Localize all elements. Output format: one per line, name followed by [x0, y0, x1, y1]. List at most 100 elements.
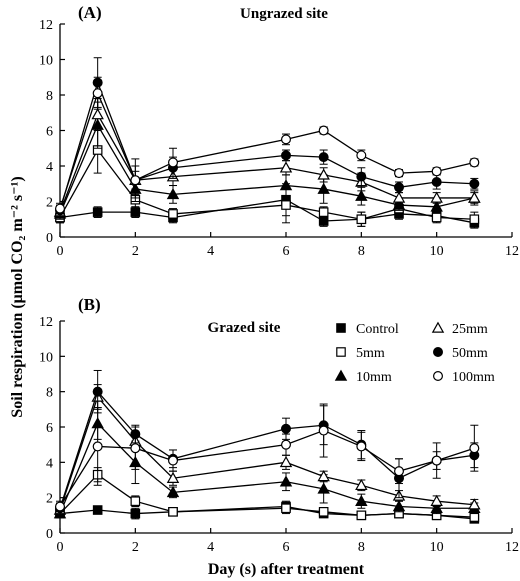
panel-b-point-Control — [92, 505, 103, 515]
panel-a-point-25mm — [392, 191, 406, 203]
panel-b-point-5mm — [130, 496, 141, 506]
panel-a-point-10mm — [392, 198, 406, 210]
panel-b-series-line-10mm — [59, 422, 475, 514]
panel-a-point-5mm — [281, 200, 291, 210]
x-axis-title: Day (s) after treatment — [208, 561, 365, 578]
panel-b-point-50mm — [92, 386, 103, 397]
panel-a-x-tick-label: 0 — [57, 244, 64, 259]
panel-b-point-25mm — [279, 455, 293, 468]
panel-a-point-5mm — [469, 214, 480, 225]
panel-a-y-tick-label: 2 — [46, 196, 53, 211]
panel-a-y-tick-label: 0 — [46, 231, 53, 246]
panel-b-point-Control — [130, 508, 141, 519]
panel-b-point-100mm — [394, 466, 405, 477]
panel-b-point-100mm — [54, 501, 65, 512]
panel-b-y-tick-label: 4 — [46, 456, 53, 471]
panel-b-y-tick-label: 2 — [46, 492, 53, 507]
panel-a-point-Control — [318, 216, 329, 226]
legend-item-10mm: 10mm — [334, 369, 392, 385]
panel-b-series-line-5mm — [59, 473, 475, 518]
panel-a-point-5mm — [431, 212, 442, 223]
legend-marker-50mm — [433, 347, 444, 358]
panel-b-point-100mm — [431, 455, 442, 466]
legend-item-25mm: 25mm — [431, 321, 488, 337]
panel-b-point-50mm — [281, 423, 292, 434]
panel-b-point-10mm — [392, 500, 406, 512]
panel-a-point-25mm — [430, 191, 443, 203]
panel-a-point-5mm — [356, 214, 367, 225]
panel-b-x-tick-label: 0 — [57, 540, 64, 555]
legend-marker-25mm — [431, 321, 445, 333]
panel-a-series-50mm — [54, 57, 480, 217]
panel-b-point-5mm — [281, 503, 291, 514]
panel-a-point-100mm — [318, 125, 329, 136]
panel-a-point-50mm — [394, 182, 405, 193]
panel-b-x-tick-label: 6 — [283, 540, 290, 555]
panel-b-point-10mm — [317, 482, 330, 494]
panel-a-point-10mm — [430, 200, 443, 212]
panel-b-point-100mm — [318, 425, 329, 436]
panel-b-x-tick-label: 2 — [132, 540, 139, 555]
panel-a-series-line-50mm — [59, 80, 475, 211]
panel-a-point-100mm — [130, 175, 141, 186]
panel-b-series-Control — [55, 500, 480, 524]
panel-a-point-25mm — [91, 108, 104, 120]
panel-a-x-tick-label: 6 — [283, 244, 290, 259]
panel-b-y-tick-label: 10 — [39, 350, 53, 365]
panel-a-x-tick-label: 2 — [132, 244, 139, 259]
panel-a-point-25mm — [317, 168, 330, 180]
legend-item-Control: Control — [336, 322, 399, 337]
panel-a-letter: (A) — [78, 3, 102, 22]
panel-a-series-line-25mm — [59, 113, 475, 213]
panel-b-point-25mm — [166, 471, 180, 483]
panel-a-point-100mm — [394, 168, 405, 179]
legend-item-100mm: 100mm — [433, 370, 495, 385]
legend-label-100mm: 100mm — [452, 370, 495, 385]
panel-a-point-100mm — [54, 203, 65, 214]
panel-b-point-100mm — [469, 443, 480, 454]
legend-label-5mm: 5mm — [356, 346, 385, 361]
panel-b-series-50mm — [54, 369, 480, 515]
legend-label-Control: Control — [356, 322, 399, 337]
panel-a-plot: 0 2 4 6 8 10 12 0 2 4 6 8 10 12 — [39, 18, 519, 259]
panel-a-x-tick-label: 10 — [430, 244, 444, 259]
panel-b-point-5mm — [469, 512, 480, 522]
panel-a-series-line-Control — [59, 199, 475, 224]
panel-a-point-50mm — [469, 178, 480, 189]
panel-a-point-10mm — [317, 182, 330, 194]
panel-b-x-tick-label: 8 — [358, 540, 365, 555]
panel-b-y-tick-label: 12 — [39, 315, 53, 330]
panel-b-point-10mm — [430, 501, 443, 514]
panel-b-point-100mm — [130, 443, 141, 454]
panel-b-letter: (B) — [78, 295, 101, 314]
panel-b-series-line-100mm — [59, 429, 475, 507]
panel-b-series-10mm — [53, 407, 481, 519]
legend-marker-10mm — [334, 369, 348, 381]
panel-a-point-10mm — [355, 189, 368, 201]
panel-a-point-Control — [92, 207, 103, 217]
legend-label-25mm: 25mm — [452, 322, 488, 337]
panel-b-series-25mm — [53, 384, 481, 516]
panel-b-point-5mm — [318, 507, 329, 517]
panel-a-point-25mm — [279, 161, 293, 173]
panel-a-x-tick-label: 12 — [505, 244, 519, 259]
panel-b-series-5mm — [55, 467, 480, 522]
panel-b-x-tick-label: 10 — [430, 540, 444, 555]
legend-marker-100mm — [433, 371, 444, 382]
panel-a-title: Ungrazed site — [240, 6, 328, 22]
panel-b-y-tick-label: 6 — [46, 421, 53, 436]
panel-b-series-line-25mm — [59, 395, 475, 511]
panel-b-point-25mm — [468, 498, 481, 510]
panel-a-point-100mm — [168, 157, 179, 168]
panel-a-point-10mm — [279, 179, 293, 191]
panel-a-point-10mm — [166, 187, 180, 200]
panel-b-point-10mm — [166, 485, 180, 498]
panel-b-x-tick-label: 4 — [207, 540, 214, 555]
panel-b-title: Grazed site — [208, 320, 281, 336]
panel-a-point-50mm — [281, 150, 292, 161]
legend-marker-Control — [336, 323, 346, 333]
panel-b-series-100mm — [54, 403, 480, 513]
legend-label-50mm: 50mm — [452, 346, 488, 361]
panel-a-point-25mm — [468, 191, 481, 203]
